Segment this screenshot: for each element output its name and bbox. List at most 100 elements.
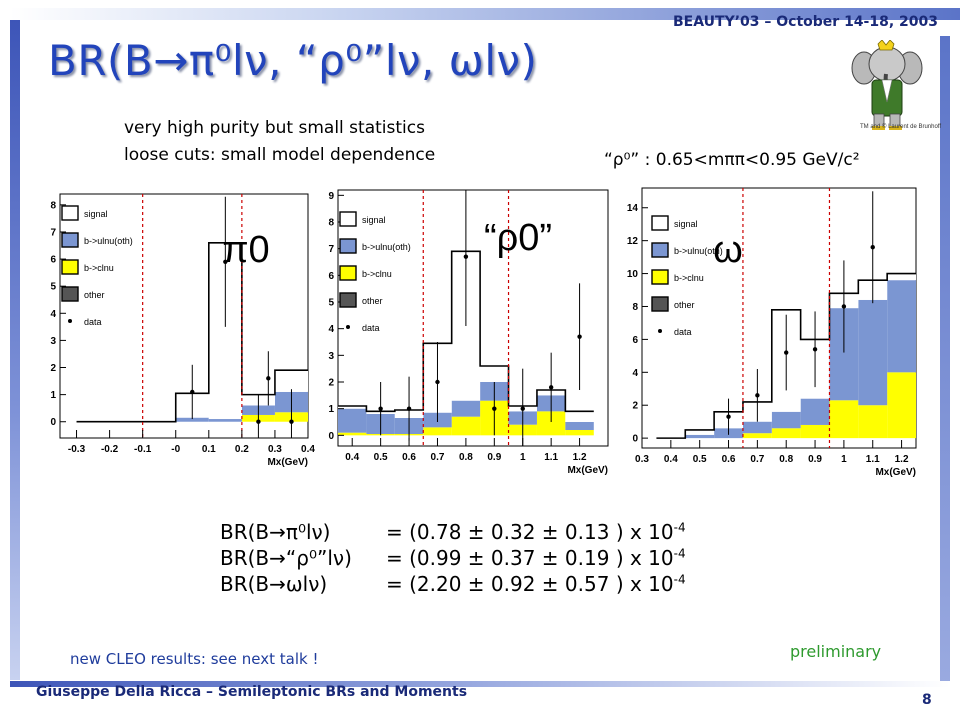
x-tick-label: 0.7 [750, 454, 764, 465]
legend: signal b->ulnu(oth) b->clnu other data [61, 205, 133, 327]
result-row-pi0: BR(B→π⁰lν) = (0.78 ± 0.32 ± 0.13 ) x 10-… [220, 520, 780, 546]
y-tick-label: 8 [328, 218, 334, 229]
histogram-bar-signal [274, 370, 308, 392]
histogram-bar-bclnu [829, 400, 859, 439]
histogram-bar-bclnu [338, 432, 367, 436]
legend-data-marker [68, 319, 72, 323]
y-tick-label: 6 [50, 255, 56, 266]
result-value-omega-text: = (2.20 ± 0.92 ± 0.57 ) x 10 [386, 572, 674, 596]
data-point [784, 350, 789, 355]
y-tick-label: 5 [328, 298, 334, 309]
result-label-pi0: BR(B→π⁰lν) [220, 520, 331, 544]
legend-label: other [362, 296, 383, 306]
result-row-rho0: BR(B→“ρ⁰”lν) = (0.99 ± 0.37 ± 0.19 ) x 1… [220, 546, 780, 572]
result-value-rho0: = (0.99 ± 0.37 ± 0.19 ) x 10-4 [386, 546, 686, 570]
x-tick-label: 0.6 [722, 454, 736, 465]
data-point [577, 334, 582, 339]
histogram-bar-bulnuoth [565, 422, 594, 430]
histogram-bar-bclnu [451, 416, 481, 436]
y-tick-label: 8 [50, 200, 56, 211]
x-axis-label: Mx(GeV) [875, 467, 916, 478]
y-tick-label: 0 [50, 417, 56, 428]
histogram-bar-bclnu [565, 430, 594, 436]
y-tick-label: 1 [50, 390, 56, 401]
legend-label: b->ulnu(oth) [674, 246, 723, 256]
result-row-omega: BR(B→ωlν) = (2.20 ± 0.92 ± 0.57 ) x 10-4 [220, 572, 780, 598]
legend: signal b->ulnu(oth) b->clnu other data [339, 211, 411, 333]
omega-mx-histogram: 0 2 4 6 8 10 12 14 0.3 0.4 0.5 0.6 0.7 0.8 0.9 1 1.1 1.2 M… [620, 180, 925, 492]
histogram-bar-signal [685, 429, 715, 435]
panel-label: ω [713, 229, 743, 271]
data-point [520, 406, 525, 411]
legend-label: signal [84, 209, 108, 219]
y-tick-label: 6 [328, 271, 334, 282]
y-tick-label: 2 [632, 401, 638, 412]
histogram-bar-bulnuoth [742, 421, 772, 434]
x-tick-label: -0.2 [101, 444, 119, 455]
legend-label: signal [674, 219, 698, 229]
data-point [463, 254, 469, 259]
y-tick-label: 5 [50, 282, 56, 293]
top-decor-bar [10, 8, 960, 20]
mascot-caption: TM and © Laurent de Brunhoff [860, 124, 942, 130]
legend-swatch-signal [61, 205, 79, 221]
histogram-bar-signal [887, 273, 916, 281]
x-tick-label: 0.4 [345, 452, 359, 463]
data-point [435, 379, 440, 385]
legend-swatch-bulnuoth [651, 242, 669, 258]
legend-swatch-other [651, 296, 669, 312]
histogram-bar-bulnuoth [887, 280, 916, 373]
y-tick-label: 0 [632, 434, 638, 445]
x-tick-label: -0 [171, 444, 180, 455]
legend-label: other [674, 300, 695, 310]
data-point [190, 389, 195, 395]
legend-swatch-bulnuoth [61, 232, 79, 248]
histogram-bar-bclnu [887, 372, 916, 439]
legend-label: other [84, 290, 105, 300]
data-point [256, 419, 261, 424]
y-tick-label: 7 [328, 244, 334, 255]
result-value-pi0-text: = (0.78 ± 0.32 ± 0.13 ) x 10 [386, 520, 674, 544]
y-tick-label: 3 [50, 336, 56, 347]
data-point [492, 406, 497, 411]
x-tick-label: 1 [520, 452, 526, 463]
legend-label: b->clnu [362, 269, 392, 279]
y-tick-label: 12 [627, 236, 639, 247]
histogram-bar-bclnu [800, 424, 830, 439]
x-tick-label: 1.2 [895, 454, 909, 465]
histogram-bar-signal [338, 406, 367, 409]
legend-swatch-bclnu [61, 259, 79, 275]
result-exp-pi0: -4 [673, 520, 686, 535]
legend-swatch-other [61, 286, 79, 302]
x-tick-label: 0.9 [808, 454, 822, 465]
y-tick-label: 4 [328, 324, 334, 335]
legend-label: b->clnu [84, 263, 114, 273]
pi0-mx-histogram: 0 1 2 3 4 5 6 7 8 -0.3 -0.2 -0.1 -0 0.1 0.2 0.3 0.4 Mx(Ge… [36, 186, 316, 476]
x-tick-label: 0.4 [664, 454, 678, 465]
x-tick-label: 1 [841, 454, 847, 465]
preliminary-label: preliminary [790, 642, 882, 661]
data-point [406, 406, 412, 411]
page-number: 8 [922, 692, 932, 708]
x-tick-label: 0.5 [693, 454, 707, 465]
y-tick-label: 2 [50, 363, 56, 374]
data-point [726, 414, 731, 419]
x-tick-label: 0.8 [779, 454, 793, 465]
x-tick-label: 0.1 [202, 444, 216, 455]
histogram-bar-bclnu [423, 427, 452, 436]
x-tick-label: 1.1 [866, 454, 880, 465]
y-tick-label: 6 [632, 335, 638, 346]
legend-swatch-bclnu [651, 269, 669, 285]
data-point [812, 347, 818, 352]
legend-swatch-bulnuoth [339, 238, 357, 254]
histogram-bar-bclnu [858, 405, 888, 439]
x-tick-label: 0.9 [487, 452, 501, 463]
slide-title: BR(B→π⁰lν, “ρ⁰”lν, ωlν) [48, 36, 538, 85]
y-tick-label: 10 [627, 269, 639, 280]
legend-label: data [84, 317, 102, 327]
y-tick-label: 14 [627, 203, 639, 214]
note-purity: very high purity but small statistics [124, 118, 425, 138]
legend-label: data [362, 323, 380, 333]
legend-label: b->ulnu(oth) [362, 242, 411, 252]
data-point [223, 259, 228, 264]
